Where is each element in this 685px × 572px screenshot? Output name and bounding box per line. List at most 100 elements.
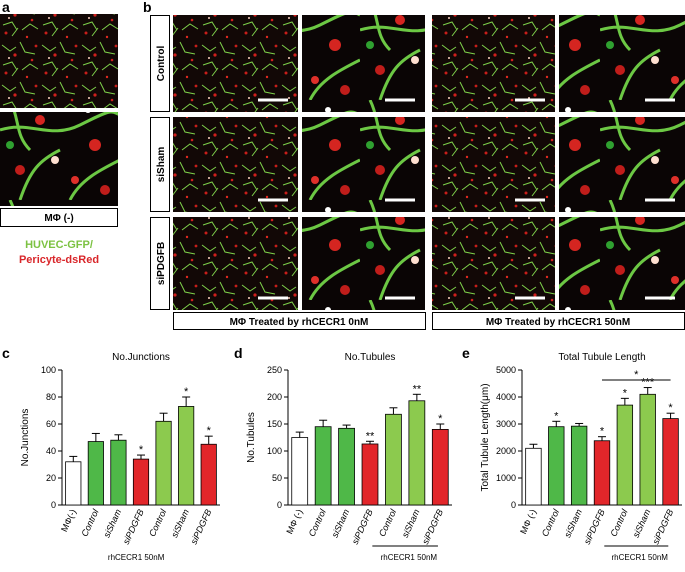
x-tick-label: MΦ (-) [518, 508, 538, 536]
bar [385, 414, 401, 505]
panel-label: d [234, 345, 243, 361]
x-tick-label: siSham [330, 507, 352, 539]
x-tick-label: MΦ(-) [59, 508, 78, 534]
group-label: MΦ Treated by rhCECR1 0nM [230, 317, 369, 328]
y-tick-label: 0 [511, 500, 516, 510]
x-tick-label: Control [147, 507, 169, 538]
significance: *** [641, 377, 655, 389]
group-label: MΦ Treated by rhCECR1 50nM [486, 317, 630, 328]
row-label: siSham [156, 147, 167, 183]
panel-b: Control siSham siPDGFB MΦ Treated by rhCECR… [151, 15, 685, 330]
y-tick-label: 3000 [496, 419, 516, 429]
image [173, 217, 298, 310]
x-tick-label: siPDGFB [121, 508, 146, 546]
panel-label: e [462, 345, 470, 361]
image [302, 217, 425, 310]
image [0, 112, 118, 206]
significance: * [554, 410, 559, 422]
y-tick-label: 0 [51, 500, 56, 510]
y-tick-label: 100 [267, 446, 282, 456]
y-tick-label: 60 [46, 419, 56, 429]
x-tick-label: siSham [400, 507, 422, 539]
bar [178, 406, 193, 505]
x-tick-label: siPDGFB [420, 508, 445, 546]
chart-title: No.Junctions [112, 352, 170, 363]
y-tick-label: 0 [277, 500, 282, 510]
y-tick-label: 150 [267, 419, 282, 429]
bar [66, 462, 81, 505]
x-tick-label: siPDGFB [189, 508, 214, 546]
x-tick-label: Control [608, 507, 630, 538]
y-axis-label: No.Junctions [20, 409, 31, 467]
bar [111, 440, 126, 505]
bar [663, 419, 679, 505]
image [432, 217, 555, 310]
bar [617, 405, 633, 505]
image [432, 15, 555, 112]
significance: ** [366, 430, 375, 442]
significance: * [438, 413, 443, 425]
y-tick-label: 100 [41, 365, 56, 375]
panel-label: a [2, 0, 10, 15]
group-note: rhCECR1 50nM [611, 553, 668, 562]
x-tick-label: Control [307, 507, 329, 538]
y-tick-label: 40 [46, 446, 56, 456]
bar [201, 444, 216, 505]
y-tick-label: 200 [267, 392, 282, 402]
significance: ** [413, 383, 422, 395]
significance: * [184, 386, 189, 398]
group-note: rhCECR1 50nM [108, 553, 165, 562]
chart-title: No.Tubules [345, 352, 396, 363]
image [559, 117, 685, 212]
significance: * [139, 444, 144, 456]
significance: * [600, 426, 605, 438]
significance: * [207, 425, 212, 437]
x-tick-label: siSham [562, 507, 584, 539]
y-tick-label: 5000 [496, 365, 516, 375]
x-tick-label: siPDGFB [582, 508, 607, 546]
bar [526, 448, 542, 505]
bar [362, 444, 378, 505]
image [173, 117, 298, 212]
image [559, 217, 685, 310]
significance: * [668, 402, 673, 414]
y-axis-label: Total Tubule Length(μm) [480, 383, 491, 491]
y-tick-label: 20 [46, 473, 56, 483]
legend-text: HUVEC-GFP/ [25, 239, 93, 251]
y-tick-label: 80 [46, 392, 56, 402]
x-tick-label: MΦ (-) [284, 508, 304, 536]
y-tick-label: 250 [267, 365, 282, 375]
bar [409, 401, 425, 505]
row-label: Control [156, 46, 167, 82]
bar [315, 427, 331, 505]
row-label: siPDGFB [156, 242, 167, 285]
panel-label: c [2, 345, 10, 361]
y-tick-label: 4000 [496, 392, 516, 402]
bar [549, 427, 565, 505]
y-axis-label: No.Tubules [246, 412, 257, 463]
bar [640, 394, 656, 505]
x-tick-label: Control [79, 507, 101, 538]
group-note: rhCECR1 50nM [381, 553, 438, 562]
y-tick-label: 50 [272, 473, 282, 483]
bar [292, 438, 308, 506]
legend-text: Pericyte-dsRed [19, 254, 99, 266]
image [302, 15, 425, 112]
x-tick-label: siSham [631, 507, 653, 539]
image [302, 117, 425, 212]
significance: * [623, 387, 628, 399]
bar [339, 428, 355, 505]
bar [88, 442, 103, 505]
chart-title: Total Tubule Length [558, 352, 645, 363]
panel-label: b [143, 0, 152, 15]
x-tick-label: Control [540, 507, 562, 538]
x-tick-label: Control [377, 507, 399, 538]
bar [156, 421, 171, 505]
x-tick-label: siPDGFB [650, 508, 675, 546]
bar [133, 459, 148, 505]
image [559, 15, 685, 112]
bar [432, 429, 448, 505]
caption: MΦ (-) [44, 213, 73, 224]
y-tick-label: 2000 [496, 446, 516, 456]
